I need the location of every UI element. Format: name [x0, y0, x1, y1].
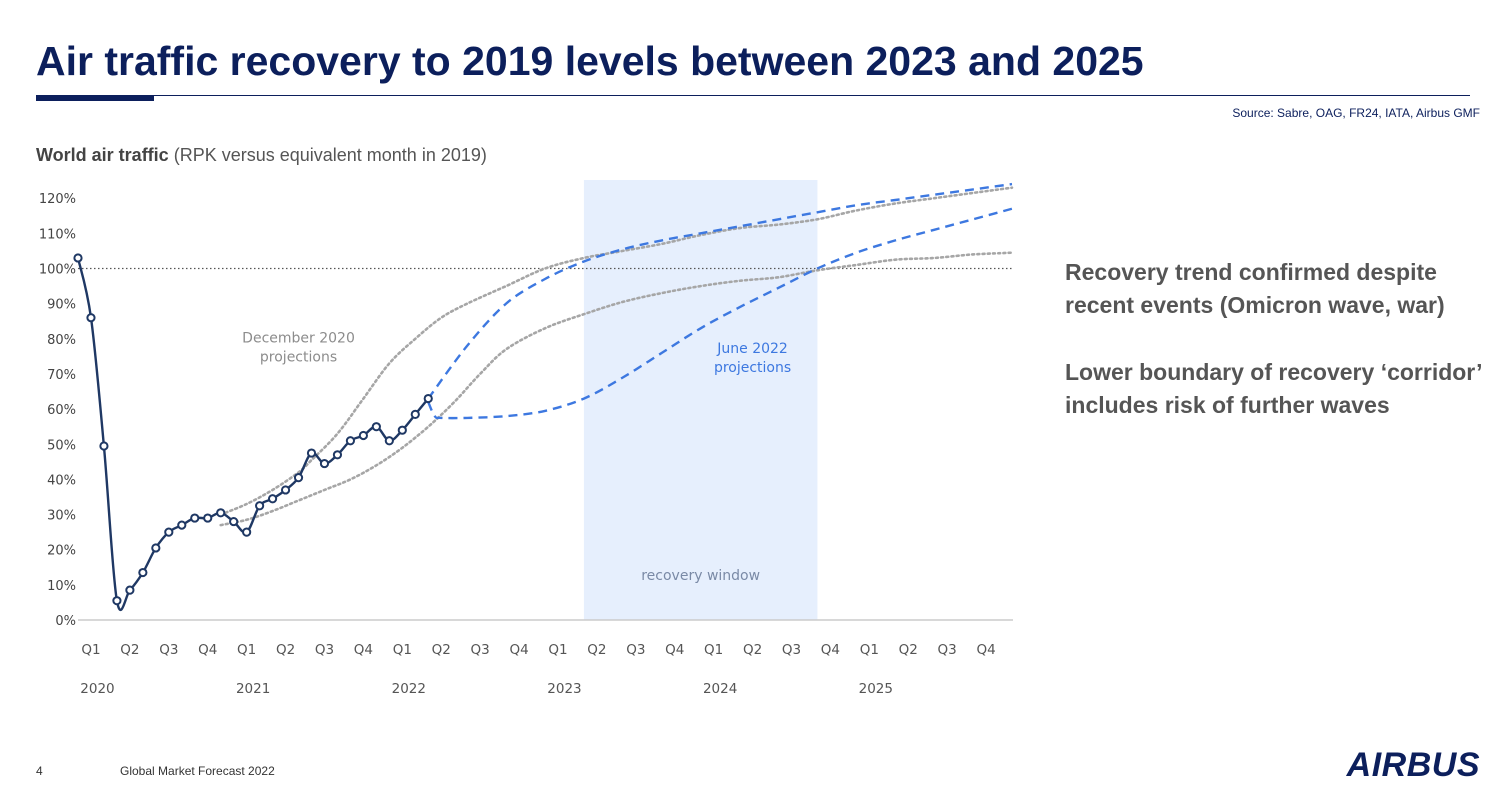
actual-data-point	[267, 494, 278, 504]
x-quarter-label: Q1	[393, 642, 412, 658]
actual-data-point	[280, 485, 291, 495]
y-tick-label: 20%	[47, 544, 76, 559]
chart-heading-rest: (RPK versus equivalent month in 2019)	[168, 145, 487, 165]
footer-label: Global Market Forecast 2022	[120, 764, 275, 778]
x-quarter-label: Q3	[782, 642, 801, 658]
actual-data-point	[125, 585, 135, 595]
title-underline	[36, 95, 1470, 96]
series-line-june-2022-projections-upper	[427, 182, 1013, 400]
x-quarter-label: Q3	[159, 642, 178, 658]
x-year-label: 2022	[392, 681, 426, 697]
actual-data-point	[216, 508, 226, 518]
actual-data-point	[190, 513, 200, 523]
x-quarter-label: Q4	[665, 642, 684, 658]
actual-data-point	[112, 596, 122, 606]
y-tick-label: 40%	[47, 473, 76, 488]
x-year-label: 2025	[859, 681, 893, 697]
x-quarter-label: Q1	[704, 642, 723, 658]
annotation-december-2020: projections	[260, 349, 337, 365]
x-quarter-label: Q1	[548, 642, 567, 658]
actual-data-point	[73, 253, 83, 263]
actual-data-point	[410, 409, 420, 419]
x-quarter-label: Q2	[432, 642, 451, 658]
slide-title: Air traffic recovery to 2019 levels betw…	[36, 38, 1144, 84]
takeaway-lower-boundary: Lower boundary of recovery ‘corridor’ in…	[1065, 359, 1482, 418]
actual-data-point	[384, 436, 394, 446]
y-tick-label: 30%	[47, 509, 76, 524]
actual-data-point	[151, 543, 161, 553]
series-line-december-2020-projections-lower	[219, 251, 1014, 527]
actual-data-point	[306, 448, 317, 458]
y-tick-label: 80%	[47, 333, 76, 348]
x-year-label: 2020	[80, 681, 114, 697]
x-quarter-label: Q3	[471, 642, 490, 658]
y-tick-label: 110%	[39, 227, 76, 242]
actual-data-point	[358, 430, 368, 441]
y-tick-label: 70%	[47, 368, 76, 383]
x-quarter-label: Q2	[120, 642, 139, 658]
series-line-actual	[76, 257, 417, 612]
y-tick-label: 0%	[55, 614, 76, 629]
y-tick-label: 100%	[39, 263, 76, 278]
actual-data-point	[203, 513, 213, 523]
y-tick-label: 60%	[47, 403, 76, 418]
x-quarter-label: Q4	[976, 642, 995, 658]
y-tick-label: 120%	[39, 192, 76, 207]
y-tick-label: 10%	[47, 579, 76, 594]
annotation-june-2022: June 2022	[716, 341, 788, 357]
x-year-label: 2021	[236, 681, 270, 697]
x-year-label: 2023	[547, 681, 581, 697]
x-quarter-label: Q2	[587, 642, 606, 658]
x-quarter-label: Q4	[821, 642, 840, 658]
page-number: 4	[36, 764, 43, 778]
takeaway-recovery-trend: Recovery trend confirmed despite recent …	[1065, 259, 1445, 318]
world-air-traffic-chart: recovery window 0% 10% 20% 30% 40% 50% 60% 70% 80…	[39, 180, 1014, 697]
source-note: Source: Sabre, OAG, FR24, IATA, Airbus G…	[1232, 106, 1480, 120]
annotation-june-2022: projections	[714, 360, 791, 376]
actual-data-point	[86, 313, 96, 323]
y-tick-label: 90%	[47, 298, 76, 313]
chart-heading: World air traffic (RPK versus equivalent…	[36, 145, 487, 166]
actual-data-point	[229, 516, 239, 527]
chart-heading-bold: World air traffic	[36, 145, 169, 165]
actual-data-point	[319, 458, 330, 469]
series-line-december-2020-projections-upper	[219, 186, 1014, 516]
actual-data-point	[293, 473, 304, 483]
series-line-june-2022-projections-lower	[427, 207, 1013, 420]
actual-data-point	[242, 527, 252, 537]
takeaways: Recovery trend confirmed despite recent …	[1065, 256, 1485, 456]
x-quarter-label: Q1	[860, 642, 879, 658]
x-quarter-label: Q2	[899, 642, 918, 658]
annotation-december-2020: December 2020	[242, 330, 355, 346]
actual-data-point	[332, 450, 343, 460]
x-quarter-label: Q3	[315, 642, 334, 658]
x-quarter-label: Q3	[626, 642, 645, 658]
x-quarter-label: Q4	[198, 642, 217, 658]
recovery-window-band	[583, 180, 818, 620]
title-accent-bar	[36, 95, 154, 101]
x-quarter-label: Q3	[938, 642, 957, 658]
actual-data-point	[397, 425, 407, 435]
x-quarter-label: Q1	[237, 642, 256, 658]
x-quarter-label: Q4	[354, 642, 373, 658]
actual-data-point	[255, 501, 265, 511]
actual-data-point	[423, 393, 433, 404]
actual-data-point	[138, 567, 148, 578]
x-quarter-label: Q1	[81, 642, 100, 658]
actual-data-point	[164, 527, 174, 537]
recovery-window-label: recovery window	[641, 568, 760, 584]
actual-data-point	[345, 436, 356, 446]
x-quarter-label: Q4	[509, 642, 528, 658]
x-quarter-label: Q2	[276, 642, 295, 658]
x-quarter-label: Q2	[743, 642, 762, 658]
x-year-label: 2024	[703, 681, 737, 697]
actual-data-point	[371, 422, 381, 432]
airbus-logo: AIRBUS	[1346, 746, 1480, 784]
actual-data-point	[177, 520, 187, 530]
y-tick-label: 50%	[47, 438, 76, 453]
actual-data-point	[99, 441, 109, 451]
